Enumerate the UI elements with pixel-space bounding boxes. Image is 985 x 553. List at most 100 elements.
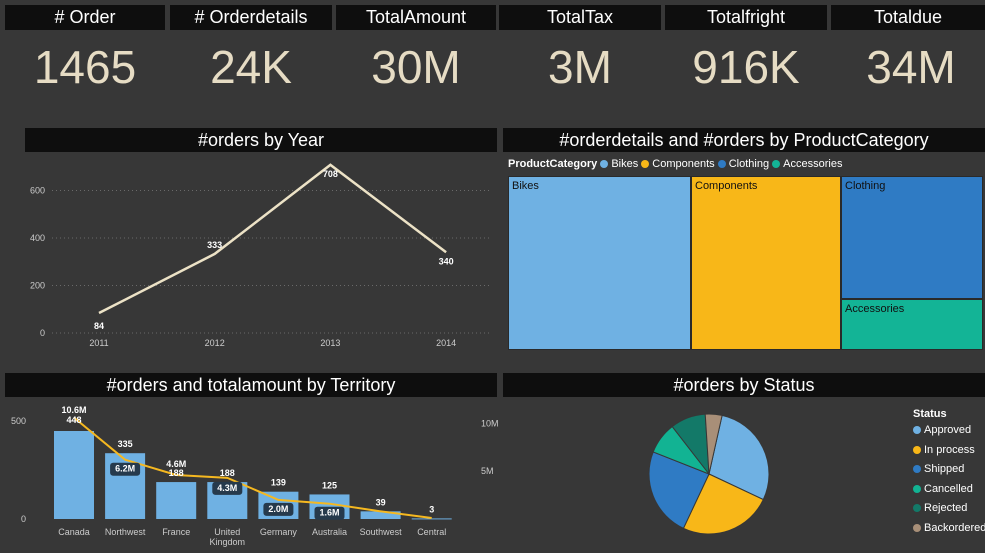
territory-bar[interactable] xyxy=(411,518,452,520)
product-category-title: #orderdetails and #orders by ProductCate… xyxy=(503,128,985,152)
treemap-cell-components[interactable]: Components xyxy=(691,176,841,350)
year-data-point[interactable] xyxy=(95,309,103,317)
legend-accessories-dot xyxy=(772,160,781,168)
year-y-tick-label: 200 xyxy=(30,281,45,291)
territory-x-tick-label: Central xyxy=(417,527,446,537)
product-category-legend: ProductCategory Bikes Components Clothin… xyxy=(508,158,842,170)
territory-left-tick-label: 500 xyxy=(11,416,26,426)
treemap-cell-accessories[interactable]: Accessories xyxy=(841,299,983,350)
legend-components-label: Components xyxy=(652,158,715,170)
status-legend-dot xyxy=(913,504,921,512)
status-legend-item[interactable]: Rejected xyxy=(913,502,985,522)
territory-x-tick-label: Southwest xyxy=(360,527,403,537)
treemap-cell-clothing[interactable]: Clothing xyxy=(841,176,983,299)
totalamount-label-badge xyxy=(212,481,243,495)
year-data-label: 708 xyxy=(323,169,338,179)
orders-by-status-pie xyxy=(648,413,770,535)
status-legend-label: Rejected xyxy=(924,502,968,514)
legend-item-accessories[interactable]: Accessories xyxy=(772,158,842,170)
territory-x-tick-label: United Kingdom xyxy=(210,527,246,547)
totalamount-data-label: 6.2M xyxy=(115,464,135,474)
legend-bikes-dot xyxy=(600,160,609,168)
territory-right-tick-label: 10M xyxy=(481,418,499,428)
orders-data-label: 188 xyxy=(220,468,235,478)
year-data-label: 340 xyxy=(439,256,454,266)
year-data-point[interactable] xyxy=(326,161,334,169)
territory-x-tick-label: Australia xyxy=(312,527,347,537)
totalamount-label-badge xyxy=(110,462,141,476)
territory-x-tick-label: Canada xyxy=(58,527,90,537)
totalamount-label-badge xyxy=(263,502,294,516)
territory-x-tick-label: Northwest xyxy=(105,527,146,537)
orders-data-label: 448 xyxy=(66,415,81,425)
treemap-label-components: Components xyxy=(695,180,758,192)
status-legend-item[interactable]: Backordered xyxy=(913,522,985,542)
product-category-legend-title: ProductCategory xyxy=(508,158,598,170)
year-data-label: 333 xyxy=(207,240,222,250)
kpi-totalamount-title: TotalAmount xyxy=(336,5,496,30)
status-pie-slice[interactable] xyxy=(682,473,764,535)
year-y-tick-label: 600 xyxy=(30,186,45,196)
year-data-point[interactable] xyxy=(442,248,450,256)
orders-data-label: 39 xyxy=(376,497,386,507)
status-legend-item[interactable]: Cancelled xyxy=(913,483,985,503)
status-legend-label: Backordered xyxy=(924,521,985,534)
totalamount-data-label: 4.6M xyxy=(166,459,186,469)
territory-bar[interactable] xyxy=(54,431,94,519)
status-legend-item[interactable]: Approved xyxy=(913,424,985,444)
status-pie-slice[interactable] xyxy=(648,451,710,529)
territory-x-tick-label: Germany xyxy=(260,527,298,537)
status-legend: Status Approved In process Shipped Cancelle… xyxy=(913,408,985,541)
totalamount-data-label: 2.0M xyxy=(268,504,288,514)
orders-by-year-title: #orders by Year xyxy=(25,128,497,152)
kpi-totaltax-value: 3M xyxy=(548,41,612,93)
status-pie-slice[interactable] xyxy=(708,414,770,501)
legend-item-bikes[interactable]: Bikes xyxy=(600,158,638,170)
treemap-label-bikes: Bikes xyxy=(512,180,539,192)
legend-item-clothing[interactable]: Clothing xyxy=(717,158,769,170)
year-x-tick-label: 2014 xyxy=(436,338,456,348)
legend-components-dot xyxy=(641,160,650,168)
year-x-tick-label: 2012 xyxy=(205,338,225,348)
territory-right-tick-label: 5M xyxy=(481,466,494,476)
status-chart-title: #orders by Status xyxy=(503,373,985,397)
legend-item-components[interactable]: Components xyxy=(641,158,715,170)
totalamount-data-label: 4.3M xyxy=(217,483,237,493)
totalamount-series-line xyxy=(73,416,432,520)
orders-data-label: 125 xyxy=(322,480,337,490)
territory-bar[interactable] xyxy=(156,482,197,519)
kpi-orderdetails-title: # Orderdetails xyxy=(170,5,332,30)
territory-x-tick-label: France xyxy=(162,527,190,537)
territory-bar[interactable] xyxy=(360,511,401,519)
status-pie-slice[interactable] xyxy=(704,413,723,475)
territory-combo-chart: 0 500 5M 10M Canada Northwest France United King… xyxy=(11,405,499,547)
legend-clothing-dot xyxy=(717,160,726,168)
status-legend-dot xyxy=(913,465,921,473)
kpi-totaldue-title: Totaldue xyxy=(831,5,985,30)
kpi-orderdetails-value: 24K xyxy=(210,41,292,93)
kpi-totalamount-value: 30M xyxy=(371,41,461,93)
year-x-tick-label: 2013 xyxy=(320,338,340,348)
status-legend-dot xyxy=(913,445,921,454)
orders-data-label: 139 xyxy=(271,478,286,488)
totalamount-label-badge xyxy=(314,506,345,520)
orders-by-year-chart: 0 200 400 600 84 2011 333 2012 708 2013 340 2014 xyxy=(30,161,492,348)
status-legend-label: In process xyxy=(924,443,975,456)
territory-chart-title: #orders and totalamount by Territory xyxy=(5,373,497,397)
status-legend-label: Cancelled xyxy=(924,482,973,495)
status-legend-item[interactable]: In process xyxy=(913,444,985,464)
kpi-totaltax-title: TotalTax xyxy=(499,5,661,30)
year-series-line xyxy=(98,163,447,315)
status-legend-label: Approved xyxy=(924,424,972,436)
status-legend-title: Status xyxy=(913,408,947,420)
totalamount-data-label: 10.6M xyxy=(61,405,86,415)
year-y-tick-label: 400 xyxy=(30,233,45,243)
year-data-point[interactable] xyxy=(211,250,219,258)
kpi-totalfright-value: 916K xyxy=(692,41,800,93)
orders-data-label: 3 xyxy=(429,504,434,514)
status-legend-dot xyxy=(913,426,921,434)
year-y-tick-label: 0 xyxy=(40,328,45,338)
legend-bikes-label: Bikes xyxy=(611,158,639,170)
treemap-cell-bikes[interactable]: Bikes xyxy=(508,176,691,350)
status-legend-item[interactable]: Shipped xyxy=(913,463,985,483)
